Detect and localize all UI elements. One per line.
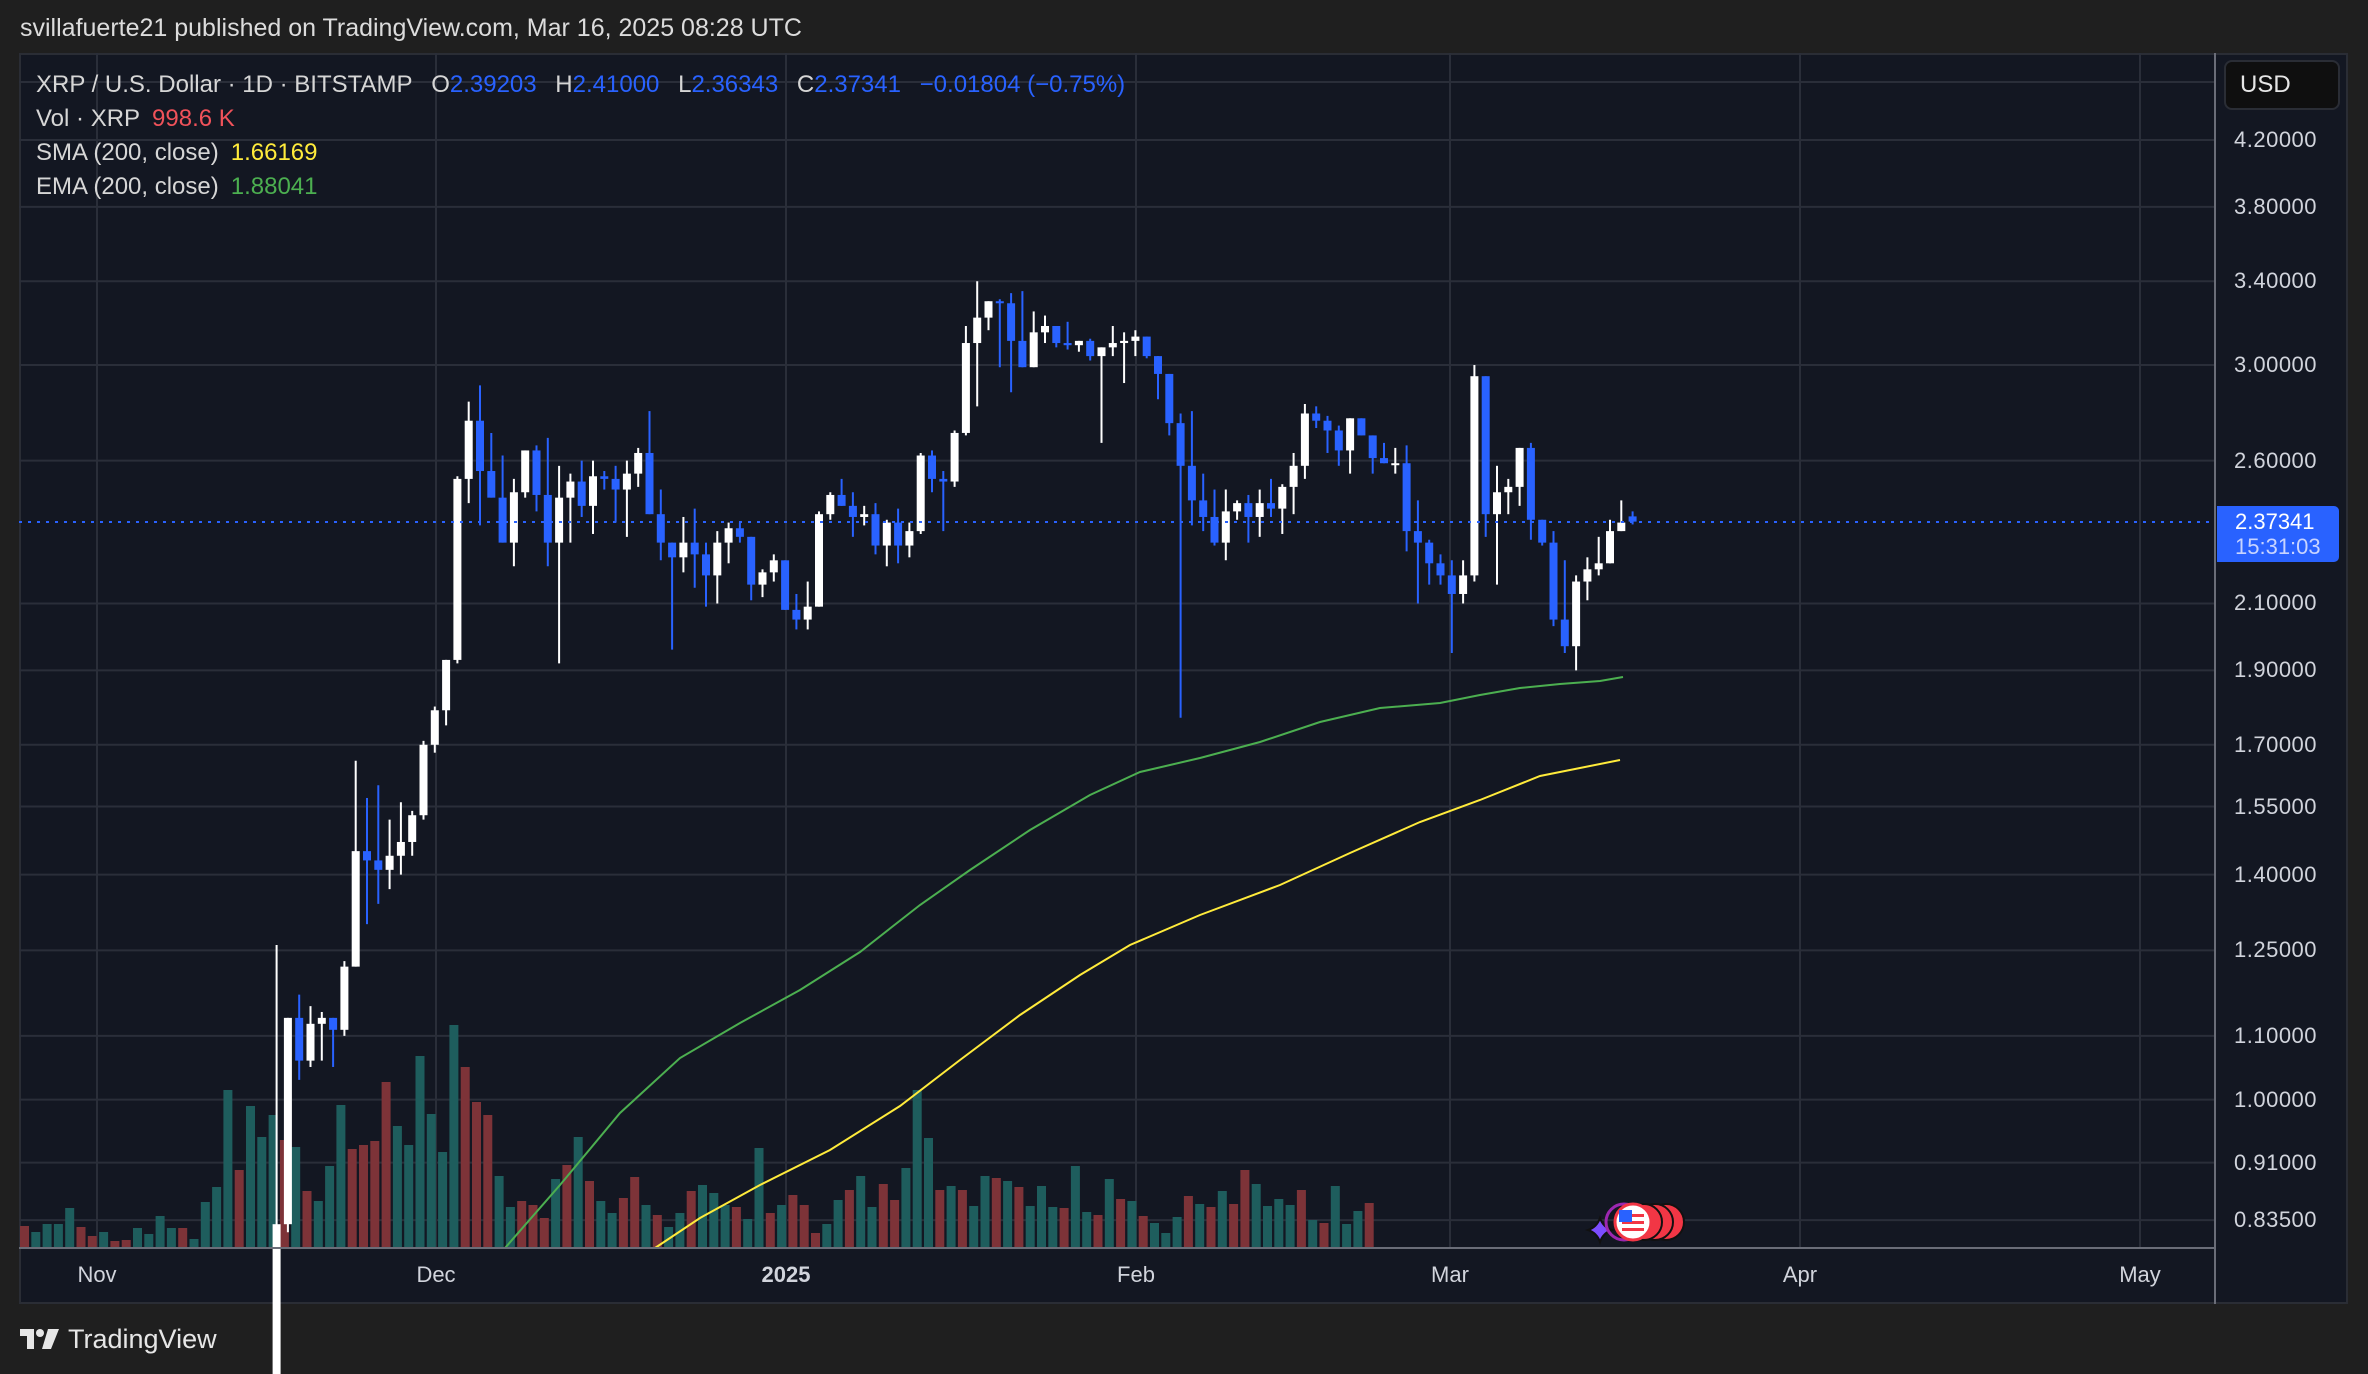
time-axis-label: May [2119,1262,2161,1287]
time-axis-label: Dec [416,1262,456,1287]
bar-countdown: 15:31:03 [2235,534,2321,559]
time-axis-label: 2025 [761,1262,811,1287]
chart-frame[interactable] [19,53,2348,1304]
volume-bars [20,1025,1374,1248]
price-axis-label: 3.80000 [2234,193,2318,219]
last-price-value: 2.37341 [2235,509,2315,534]
publisher-line: svillafuerte21 published on TradingView.… [20,14,802,42]
volume-value: 998.6 K [152,105,235,132]
price-axis-label: 3.40000 [2234,268,2318,294]
us-flag-icon [1613,1202,1653,1242]
price-axis-label: 2.10000 [2234,590,2318,616]
ema-value: 1.88041 [230,173,318,200]
chart-grid [19,53,2215,1248]
change-value: −0.01804 (−0.75%) [919,71,1126,98]
event-markers[interactable] [1584,1202,1685,1246]
open-value: 2.39203 [449,71,537,98]
price-axis-label: 3.00000 [2234,351,2318,377]
legend-volume-row[interactable]: Vol · XRP 998.6 K [36,105,235,132]
tradingview-brand[interactable]: TradingView [20,1324,217,1355]
time-axis-label: Nov [77,1262,117,1287]
price-axis-label: 4.20000 [2234,126,2318,152]
price-axis-label: 2.60000 [2234,447,2318,473]
time-axis-label: Feb [1117,1262,1155,1287]
last-price-tag: 2.37341 15:31:03 [2217,506,2339,562]
close-value: 2.37341 [814,71,901,98]
chart-legend: XRP / U.S. Dollar · 1D · BITSTAMP O2.392… [36,68,1125,204]
time-axis-label: Mar [1431,1262,1469,1287]
tradingview-logo-icon [20,1328,59,1349]
high-value: 2.41000 [572,71,660,98]
legend-ema-row[interactable]: EMA (200, close) 1.88041 [36,173,318,200]
price-axis-label: 0.91000 [2234,1149,2318,1175]
symbol-title[interactable]: XRP / U.S. Dollar · 1D · BITSTAMP [36,71,413,98]
price-axis-label: 1.00000 [2234,1086,2318,1112]
price-axis-label: 1.90000 [2234,657,2318,683]
time-axis-label: Apr [1782,1262,1818,1287]
currency-button[interactable]: USD [2224,60,2340,110]
brand-name: TradingView [68,1324,217,1354]
candlesticks [272,281,1637,1374]
price-axis-label: 0.83500 [2234,1207,2318,1233]
moving-averages [504,676,1624,1249]
price-axis-label: 1.40000 [2234,861,2318,887]
legend-sma-row[interactable]: SMA (200, close) 1.66169 [36,139,318,166]
price-axis-label: 1.10000 [2234,1022,2318,1048]
legend-symbol-row: XRP / U.S. Dollar · 1D · BITSTAMP O2.392… [36,71,1126,98]
price-axis-label: 1.55000 [2234,793,2318,819]
price-axis-label: 1.70000 [2234,731,2318,757]
price-axis-label: 1.25000 [2234,937,2318,963]
sma-value: 1.66169 [230,139,318,166]
low-value: 2.36343 [691,71,779,98]
